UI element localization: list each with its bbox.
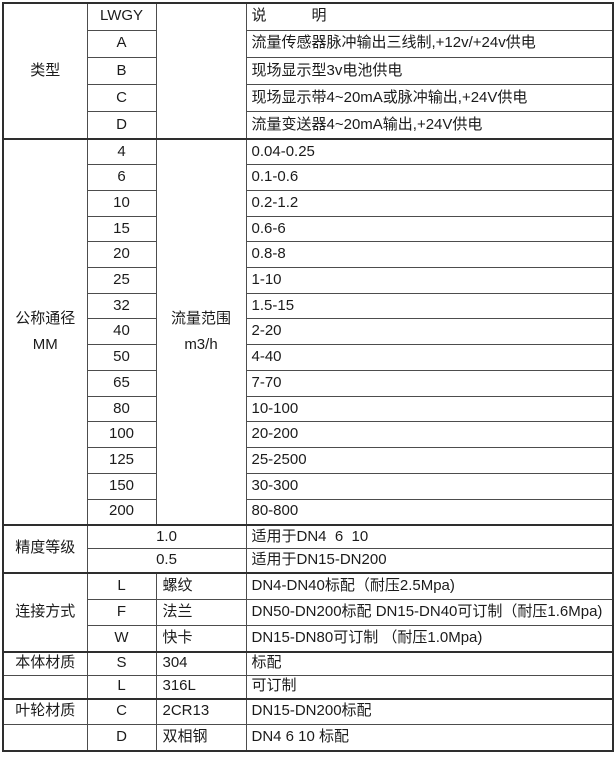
type-desc-cell: 现场显示带4~20mA或脉冲输出,+24V供电 bbox=[245, 84, 614, 113]
dn-cell: 40 bbox=[86, 318, 157, 346]
accuracy-desc-cell: 适用于DN15-DN200 bbox=[245, 548, 614, 574]
type-code-cell: B bbox=[86, 56, 157, 86]
flow-range-label-line2: m3/h bbox=[184, 335, 218, 353]
flow-range-cell: 0.8-8 bbox=[245, 241, 614, 269]
type-code-cell: D bbox=[86, 111, 157, 140]
impeller-material-desc-cell: DN15-DN200标配 bbox=[245, 697, 614, 726]
diameter-label-line2: MM bbox=[32, 335, 58, 353]
body-material-desc-cell: 标配 bbox=[245, 650, 614, 676]
flow-range-cell: 1.5-15 bbox=[245, 292, 614, 320]
flow-range-cell: 4-40 bbox=[245, 344, 614, 371]
body-material-name-cell: 316L bbox=[155, 674, 247, 700]
connection-code-cell: L bbox=[86, 571, 157, 600]
diameter-label-line1: 公称通径 bbox=[15, 309, 76, 327]
empty-label-cell bbox=[2, 724, 88, 752]
impeller-material-code-cell: C bbox=[86, 697, 157, 726]
section-label-body-material: 本体材质 bbox=[2, 650, 88, 676]
connection-code-cell: F bbox=[86, 598, 157, 626]
model-code-cell: LWGY bbox=[86, 2, 157, 31]
flow-range-cell: 0.1-0.6 bbox=[245, 164, 614, 191]
accuracy-desc-cell: 适用于DN4 6 10 bbox=[245, 523, 614, 550]
flow-range-cell: 0.6-6 bbox=[245, 215, 614, 243]
dn-cell: 125 bbox=[86, 447, 157, 474]
dn-cell: 32 bbox=[86, 292, 157, 320]
connection-code-cell: W bbox=[86, 624, 157, 653]
flow-range-cell: 7-70 bbox=[245, 369, 614, 397]
dn-cell: 15 bbox=[86, 215, 157, 243]
section-label-impeller-material: 叶轮材质 bbox=[2, 697, 88, 726]
dn-cell: 150 bbox=[86, 472, 157, 500]
dn-cell: 50 bbox=[86, 344, 157, 371]
connection-name-cell: 法兰 bbox=[155, 598, 247, 626]
dn-cell: 25 bbox=[86, 267, 157, 294]
type-desc-cell: 流量变送器4~20mA输出,+24V供电 bbox=[245, 111, 614, 140]
dn-cell: 4 bbox=[86, 137, 157, 166]
dn-cell: 20 bbox=[86, 241, 157, 269]
flow-range-cell: 30-300 bbox=[245, 472, 614, 500]
flow-range-cell: 80-800 bbox=[245, 498, 614, 526]
flow-range-cell: 10-100 bbox=[245, 395, 614, 423]
body-material-name-cell: 304 bbox=[155, 650, 247, 676]
dn-cell: 65 bbox=[86, 369, 157, 397]
type-desc-cell: 现场显示型3v电池供电 bbox=[245, 56, 614, 86]
body-material-code-cell: L bbox=[86, 674, 157, 700]
impeller-material-name-cell: 双相钢 bbox=[155, 724, 247, 752]
flow-range-cell: 25-2500 bbox=[245, 447, 614, 474]
connection-desc-cell: DN4-DN40标配（耐压2.5Mpa) bbox=[245, 571, 614, 600]
description-header-cell: 说 明 bbox=[245, 2, 614, 31]
type-desc-cell: 流量传感器脉冲输出三线制,+12v/+24v供电 bbox=[245, 29, 614, 58]
section-label-type: 类型 bbox=[2, 2, 88, 140]
connection-name-cell: 螺纹 bbox=[155, 571, 247, 600]
section-label-nominal-diameter: 公称通径 MM bbox=[2, 137, 88, 526]
flow-range-cell: 1-10 bbox=[245, 267, 614, 294]
connection-name-cell: 快卡 bbox=[155, 624, 247, 653]
dn-cell: 100 bbox=[86, 421, 157, 449]
type-code-cell: C bbox=[86, 84, 157, 113]
impeller-material-name-cell: 2CR13 bbox=[155, 697, 247, 726]
section-label-accuracy: 精度等级 bbox=[2, 523, 88, 574]
flow-range-cell: 20-200 bbox=[245, 421, 614, 449]
connection-desc-cell: DN50-DN200标配 DN15-DN40可订制（耐压1.6Mpa) bbox=[245, 598, 614, 626]
connection-desc-cell: DN15-DN80可订制 （耐压1.0Mpa) bbox=[245, 624, 614, 653]
dn-cell: 6 bbox=[86, 164, 157, 191]
flow-range-cell: 0.2-1.2 bbox=[245, 189, 614, 217]
dn-cell: 80 bbox=[86, 395, 157, 423]
flow-range-label-line1: 流量范围 bbox=[170, 309, 231, 327]
body-material-desc-cell: 可订制 bbox=[245, 674, 614, 700]
dn-cell: 10 bbox=[86, 189, 157, 217]
empty-label-cell bbox=[2, 674, 88, 700]
flow-range-cell: 2-20 bbox=[245, 318, 614, 346]
type-middle-empty-cell bbox=[155, 2, 247, 140]
flow-range-cell: 0.04-0.25 bbox=[245, 137, 614, 166]
accuracy-grade-cell: 1.0 bbox=[86, 523, 247, 550]
section-label-connection: 连接方式 bbox=[2, 571, 88, 653]
type-code-cell: A bbox=[86, 29, 157, 58]
flow-range-label-cell: 流量范围 m3/h bbox=[155, 137, 247, 526]
impeller-material-code-cell: D bbox=[86, 724, 157, 752]
body-material-code-cell: S bbox=[86, 650, 157, 676]
impeller-material-desc-cell: DN4 6 10 标配 bbox=[245, 724, 614, 752]
accuracy-grade-cell: 0.5 bbox=[86, 548, 247, 574]
dn-cell: 200 bbox=[86, 498, 157, 526]
